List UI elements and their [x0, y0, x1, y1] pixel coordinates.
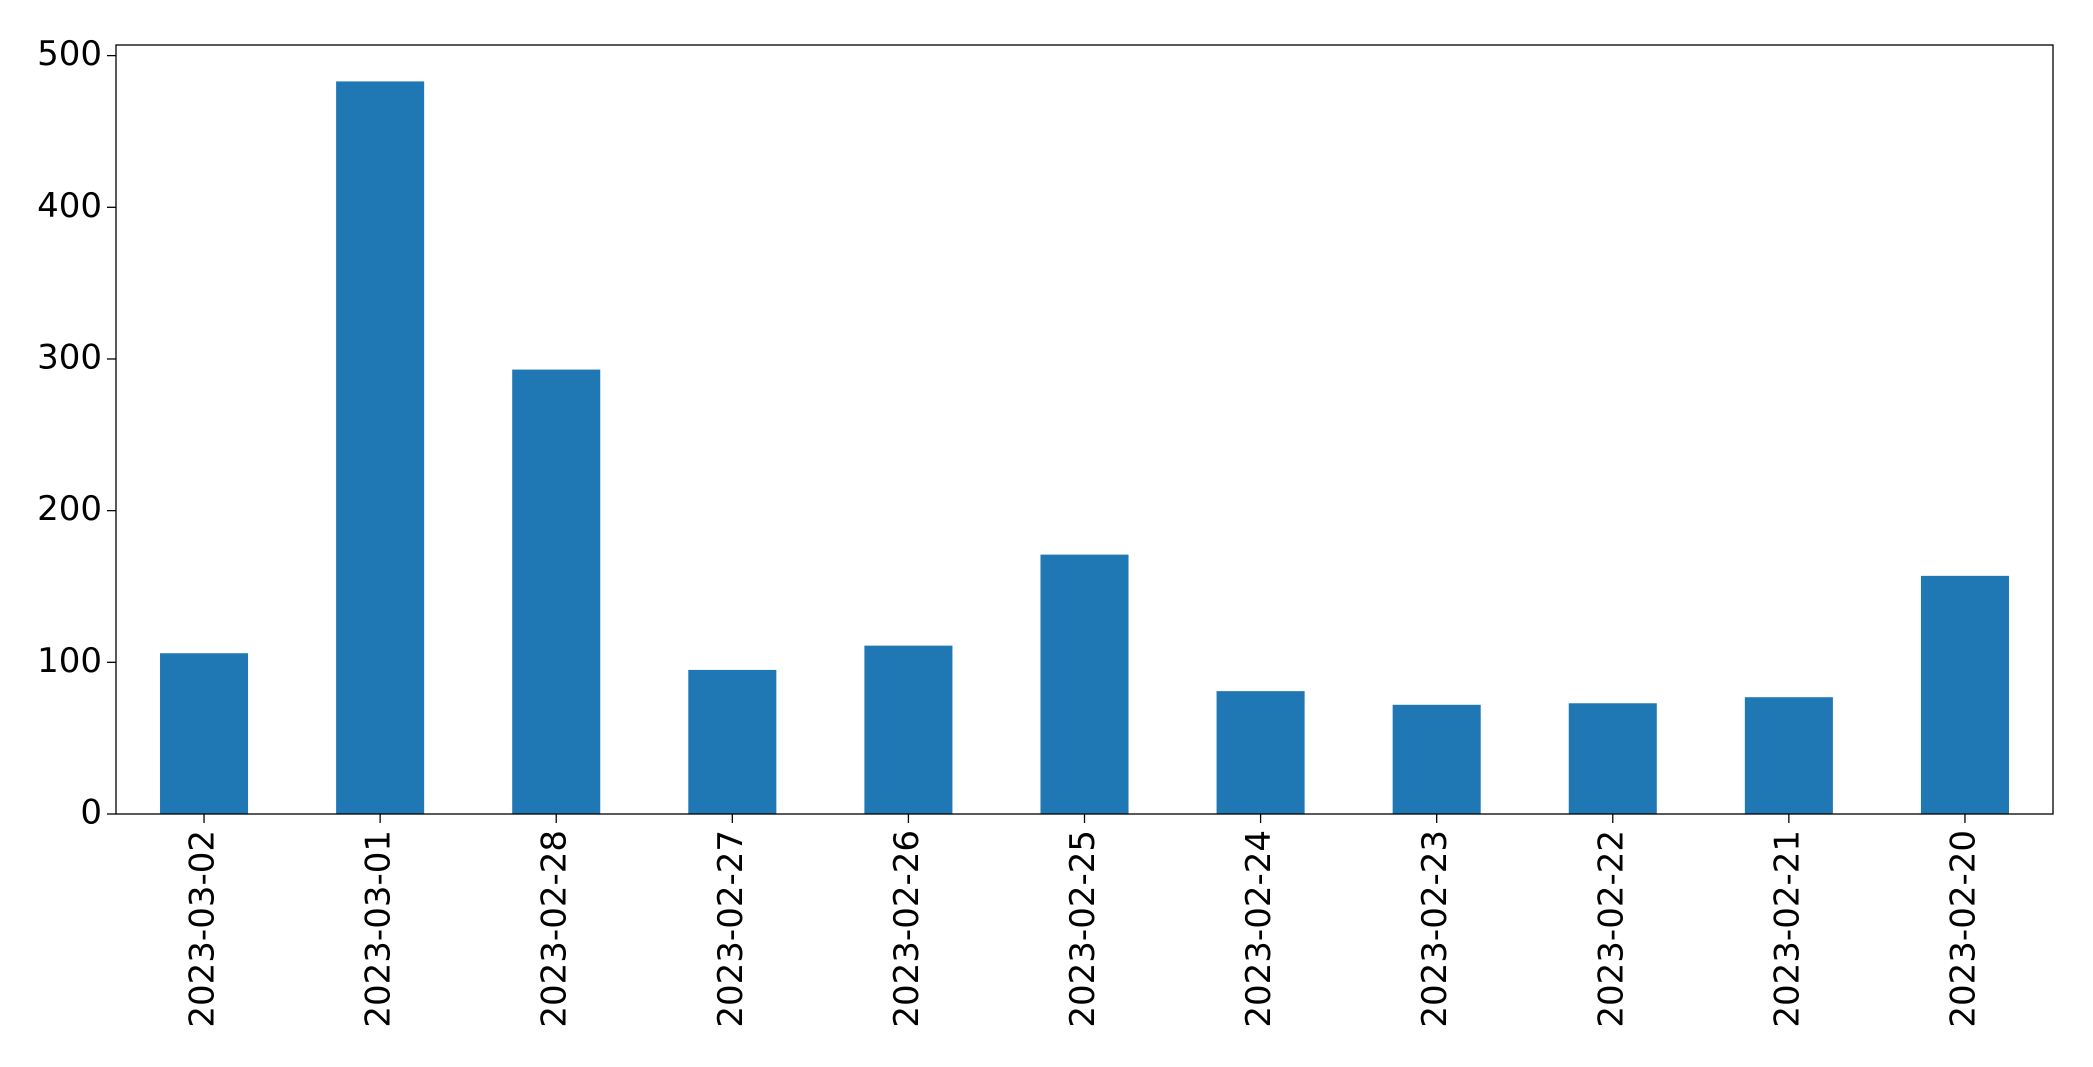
x-tick-label: 2023-02-20 [1943, 830, 1983, 1028]
x-tick-label: 2023-02-24 [1239, 830, 1279, 1028]
bar [1216, 691, 1305, 814]
x-tick-label: 2023-03-01 [359, 830, 399, 1028]
x-tick-label: 2023-02-26 [887, 830, 927, 1028]
x-tick-label: 2023-03-02 [183, 830, 223, 1028]
plot-frame [115, 44, 2054, 815]
bar [512, 369, 601, 814]
bar [864, 645, 953, 814]
x-tick-label: 2023-02-27 [711, 830, 751, 1028]
y-tick-label: 100 [37, 641, 102, 681]
x-tick-label: 2023-02-25 [1063, 830, 1103, 1028]
y-tick-label: 0 [80, 793, 102, 833]
bar [688, 669, 777, 814]
y-tick-label: 500 [37, 34, 102, 74]
y-tick-label: 300 [37, 337, 102, 377]
x-tick-label: 2023-02-21 [1767, 830, 1807, 1028]
x-tick-label: 2023-02-22 [1591, 830, 1631, 1028]
y-tick-label: 400 [37, 186, 102, 226]
bar [1392, 704, 1481, 814]
bar [1744, 697, 1833, 814]
bar [160, 653, 249, 814]
bar [1040, 554, 1129, 814]
y-tick-label: 200 [37, 489, 102, 529]
x-tick-label: 2023-02-28 [535, 830, 575, 1028]
bar [336, 81, 425, 815]
bar [1568, 703, 1657, 814]
x-tick-label: 2023-02-23 [1415, 830, 1455, 1028]
bar [1920, 575, 2009, 814]
